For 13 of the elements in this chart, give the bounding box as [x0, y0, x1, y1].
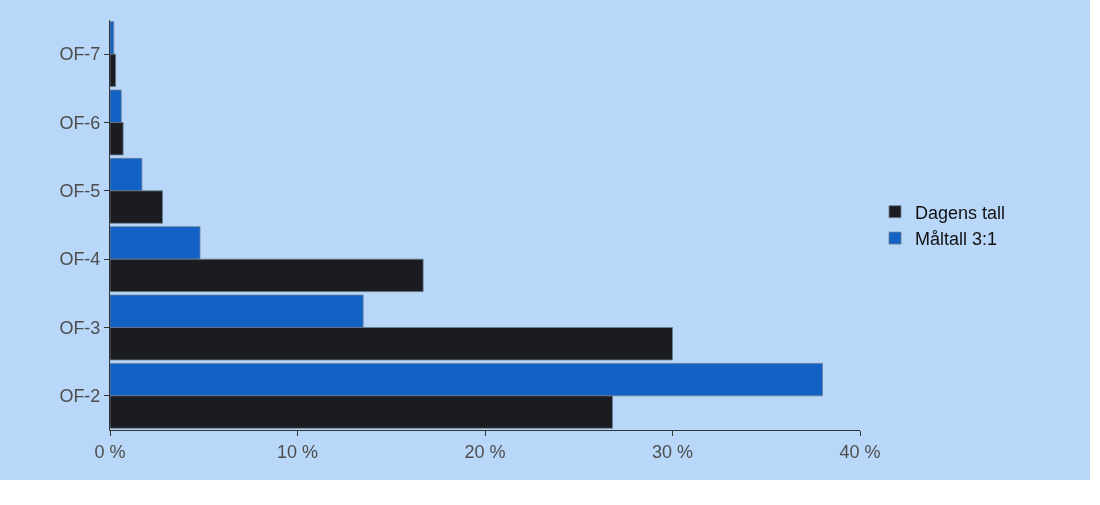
y-tick-label: OF-2 — [59, 386, 101, 407]
x-tick-label: 20 % — [464, 441, 506, 462]
legend-label: Måltall 3:1 — [915, 229, 998, 250]
x-tick-label: 10 % — [276, 441, 319, 462]
y-tick-label: OF-4 — [59, 249, 101, 270]
y-tick-label: OF-3 — [59, 317, 101, 338]
y-tick-label: OF-6 — [59, 112, 101, 133]
y-tick-label: OF-5 — [59, 181, 101, 202]
legend-label: Dagens tall — [915, 202, 1006, 223]
y-tick-label: OF-7 — [59, 44, 101, 65]
x-tick-label: 0 % — [94, 441, 126, 462]
x-tick-label: 40 % — [839, 441, 881, 462]
x-tick-label: 30 % — [651, 441, 694, 462]
